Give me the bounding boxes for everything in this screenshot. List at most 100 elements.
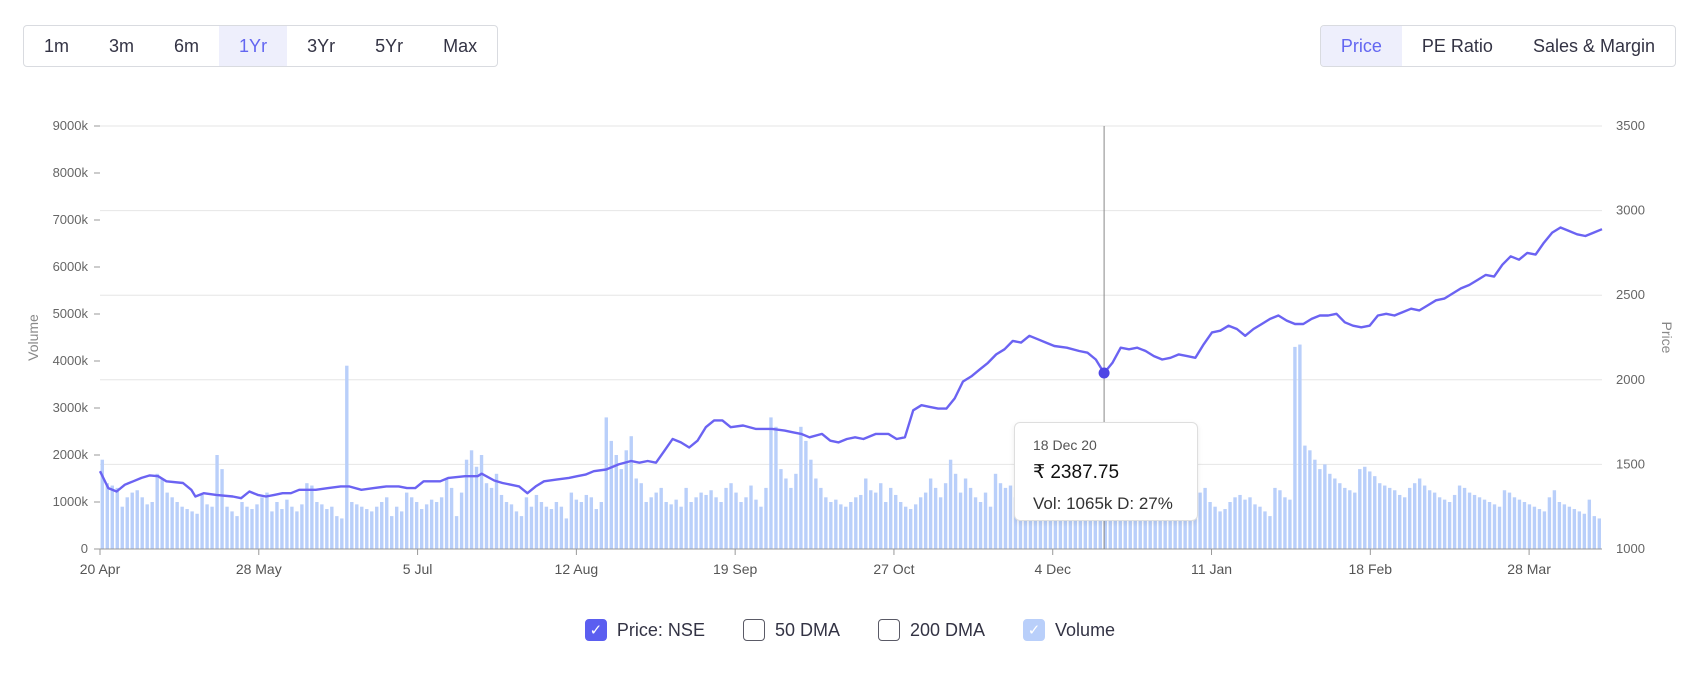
volume-bar — [320, 504, 324, 549]
volume-bar — [639, 483, 643, 549]
x-tick-label: 19 Sep — [713, 561, 758, 577]
volume-bar — [195, 513, 199, 549]
volume-bar — [1223, 509, 1227, 549]
checkbox-200-dma[interactable] — [877, 619, 900, 641]
volume-tick-label: 3000k — [53, 400, 89, 415]
volume-bar — [305, 483, 309, 549]
volume-bar — [624, 450, 628, 549]
checkbox-price-nse[interactable]: ✓ — [584, 619, 607, 641]
legend-item-volume[interactable]: ✓ Volume — [1023, 619, 1115, 641]
volume-bar — [839, 504, 843, 549]
volume-bar — [529, 506, 534, 549]
volume-bar — [903, 506, 908, 549]
volume-bar — [784, 478, 788, 549]
volume-bar — [380, 502, 384, 549]
volume-bar — [395, 506, 399, 549]
period-button-1m[interactable]: 1m — [44, 35, 70, 56]
volume-bar — [938, 497, 943, 549]
volume-bar — [1103, 497, 1107, 549]
period-button-5yr[interactable]: 5Yr — [375, 35, 404, 56]
volume-bar — [494, 473, 499, 549]
volume-bar — [1313, 459, 1317, 549]
volume-bar — [1123, 497, 1127, 549]
period-button-6m[interactable]: 6m — [174, 35, 200, 56]
volume-bar — [589, 497, 594, 549]
volume-bar — [654, 492, 658, 549]
volume-bar — [1263, 511, 1267, 549]
volume-bar — [669, 504, 673, 549]
volume-bar — [899, 502, 903, 549]
volume-bar — [135, 490, 139, 549]
volume-bar — [165, 492, 169, 549]
volume-bar — [534, 494, 539, 549]
volume-bar — [115, 487, 119, 549]
checkbox-50-dma[interactable] — [742, 619, 765, 641]
volume-bar — [1253, 504, 1257, 549]
volume-bar — [819, 487, 823, 549]
volume-bar — [1398, 494, 1402, 549]
volume-bar — [1477, 497, 1482, 549]
volume-bar — [419, 509, 424, 549]
volume-tick-label: 7000k — [53, 212, 89, 227]
volume-bar — [404, 492, 409, 549]
volume-bar — [889, 487, 893, 549]
volume-bar — [734, 492, 738, 549]
period-button-3m[interactable]: 3m — [109, 35, 135, 56]
period-button-max[interactable]: Max — [443, 35, 478, 56]
volume-bar — [569, 492, 574, 549]
volume-bar — [739, 502, 743, 549]
volume-bar — [629, 436, 633, 549]
volume-bar — [1432, 492, 1437, 549]
metric-button-price[interactable]: Price — [1320, 26, 1402, 66]
volume-bar — [1467, 492, 1472, 549]
legend-item-50-dma[interactable]: 50 DMA — [742, 619, 840, 641]
volume-bar — [175, 502, 179, 549]
volume-bar — [1018, 502, 1023, 549]
volume-bar — [1462, 487, 1467, 549]
volume-bar — [973, 497, 978, 549]
metric-selector: Price PE Ratio Sales & Margin — [1319, 25, 1676, 67]
price-line — [98, 226, 1603, 500]
volume-bar — [1133, 494, 1137, 549]
checkbox-volume[interactable]: ✓ — [1023, 619, 1046, 641]
volume-bar — [869, 490, 873, 549]
volume-bar — [469, 450, 474, 549]
volume-bar — [1572, 509, 1577, 549]
period-button-3yr[interactable]: 3Yr — [307, 35, 336, 56]
volume-tick-label: 8000k — [53, 165, 89, 180]
volume-bar — [539, 502, 544, 549]
period-button-1yr[interactable]: 1Yr — [219, 26, 288, 66]
volume-bar — [1238, 494, 1242, 549]
volume-tick-label: 0 — [81, 541, 88, 556]
volume-bar — [360, 506, 364, 549]
volume-bar — [454, 516, 459, 549]
volume-bar — [150, 502, 154, 549]
legend-item-200-dma[interactable]: 200 DMA — [877, 619, 985, 641]
volume-bar — [824, 497, 828, 549]
tooltip-date: 18 Dec 20 — [1033, 437, 1097, 453]
metric-button-pe-ratio[interactable]: PE Ratio — [1421, 35, 1493, 56]
volume-bar — [1188, 502, 1192, 549]
volume-bar — [499, 494, 504, 549]
price-tick-label: 3500 — [1616, 118, 1645, 133]
volume-bar — [849, 502, 853, 549]
volume-bar — [155, 473, 159, 549]
volume-bar — [464, 459, 469, 549]
volume-bar — [1308, 450, 1312, 549]
volume-bar — [554, 502, 559, 549]
volume-bar — [459, 492, 464, 549]
volume-bar — [1522, 502, 1527, 549]
volume-bar — [908, 509, 913, 549]
volume-bar — [160, 478, 164, 549]
volume-bar — [644, 502, 648, 549]
volume-bar — [385, 497, 389, 549]
x-tick-label: 12 Aug — [555, 561, 599, 577]
volume-bar — [804, 440, 808, 549]
volume-bar — [854, 497, 858, 549]
volume-bar — [290, 506, 294, 549]
volume-bar — [1427, 490, 1432, 549]
metric-button-sales-margin[interactable]: Sales & Margin — [1532, 35, 1655, 56]
legend-item-price-nse[interactable]: ✓ Price: NSE — [584, 619, 705, 641]
volume-bar — [1557, 502, 1562, 549]
